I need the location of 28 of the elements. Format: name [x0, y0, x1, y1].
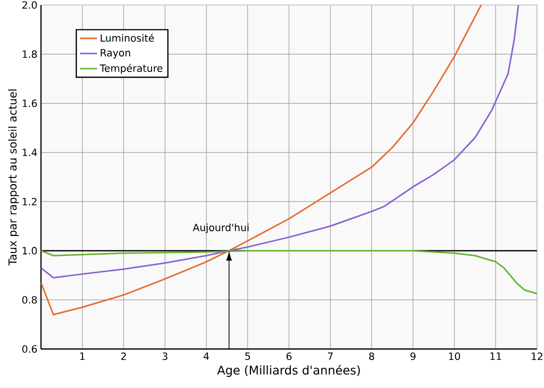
- line-series: [41, 250, 538, 294]
- x-tick-label: 1: [80, 352, 85, 360]
- legend-label: Rayon: [100, 49, 130, 58]
- y-tick-label: 1.2: [22, 198, 36, 206]
- y-tick-label: 1.8: [22, 50, 37, 58]
- x-tick-label: 8: [369, 352, 374, 360]
- x-tick-label: 6: [286, 352, 292, 360]
- x-tick-label: 10: [449, 352, 460, 360]
- x-axis-title: Age (Milliards d'années): [217, 364, 360, 377]
- x-tick-label: 2: [121, 352, 126, 360]
- legend-label: Température: [100, 64, 162, 74]
- line-series: [41, 4, 520, 278]
- y-tick-label: 1.0: [22, 246, 37, 254]
- y-tick-label: 0.8: [22, 296, 37, 304]
- x-tick-label: 4: [204, 352, 209, 360]
- x-tick-label: 12: [532, 352, 542, 360]
- y-tick-label: 2.0: [22, 1, 37, 9]
- annotation: Aujourd'hui: [192, 224, 248, 234]
- y-tick-label: 1.6: [22, 100, 37, 108]
- legend-label: Luminosité: [100, 34, 154, 42]
- y-axis-title: Taux par rapport au soleil actuel: [8, 90, 19, 266]
- y-tick-label: 1.4: [22, 148, 37, 156]
- y-tick-label: 0.6: [22, 345, 37, 353]
- x-tick-label: 9: [410, 352, 416, 360]
- x-tick-label: 3: [162, 352, 168, 360]
- x-tick-label: 11: [490, 352, 502, 360]
- x-tick-label: 5: [245, 352, 250, 360]
- x-tick-label: 7: [328, 352, 333, 360]
